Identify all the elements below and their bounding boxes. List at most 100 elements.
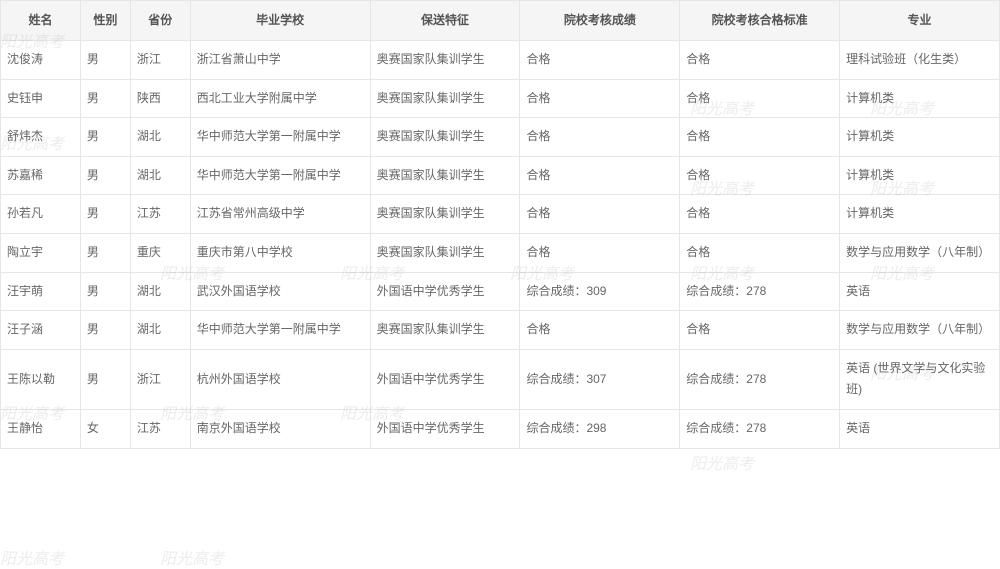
cell-feature: 外国语中学优秀学生 bbox=[370, 349, 520, 409]
cell-major: 计算机类 bbox=[840, 195, 1000, 234]
col-header-major: 专业 bbox=[840, 1, 1000, 41]
cell-major: 英语 bbox=[840, 272, 1000, 311]
cell-name: 汪子涵 bbox=[1, 311, 81, 350]
cell-name: 陶立宇 bbox=[1, 233, 81, 272]
cell-school: 浙江省萧山中学 bbox=[190, 41, 370, 80]
cell-major: 理科试验班（化生类） bbox=[840, 41, 1000, 80]
cell-province: 浙江 bbox=[130, 349, 190, 409]
cell-gender: 男 bbox=[80, 349, 130, 409]
cell-gender: 女 bbox=[80, 409, 130, 448]
table-row: 汪子涵男湖北华中师范大学第一附属中学奥赛国家队集训学生合格合格数学与应用数学（八… bbox=[1, 311, 1000, 350]
col-header-name: 姓名 bbox=[1, 1, 81, 41]
cell-province: 重庆 bbox=[130, 233, 190, 272]
table-row: 孙若凡男江苏江苏省常州高级中学奥赛国家队集训学生合格合格计算机类 bbox=[1, 195, 1000, 234]
table-row: 王静怡女江苏南京外国语学校外国语中学优秀学生综合成绩：298综合成绩：278英语 bbox=[1, 409, 1000, 448]
cell-school: 武汉外国语学校 bbox=[190, 272, 370, 311]
cell-feature: 奥赛国家队集训学生 bbox=[370, 233, 520, 272]
cell-standard: 合格 bbox=[680, 156, 840, 195]
cell-major: 计算机类 bbox=[840, 156, 1000, 195]
table-row: 苏嘉稀男湖北华中师范大学第一附属中学奥赛国家队集训学生合格合格计算机类 bbox=[1, 156, 1000, 195]
cell-gender: 男 bbox=[80, 118, 130, 157]
cell-gender: 男 bbox=[80, 156, 130, 195]
cell-school: 江苏省常州高级中学 bbox=[190, 195, 370, 234]
cell-school: 杭州外国语学校 bbox=[190, 349, 370, 409]
cell-major: 数学与应用数学（八年制） bbox=[840, 233, 1000, 272]
table-row: 陶立宇男重庆重庆市第八中学校奥赛国家队集训学生合格合格数学与应用数学（八年制） bbox=[1, 233, 1000, 272]
cell-school: 南京外国语学校 bbox=[190, 409, 370, 448]
cell-score: 合格 bbox=[520, 41, 680, 80]
cell-major: 英语 bbox=[840, 409, 1000, 448]
cell-gender: 男 bbox=[80, 233, 130, 272]
cell-name: 王静怡 bbox=[1, 409, 81, 448]
cell-province: 湖北 bbox=[130, 272, 190, 311]
col-header-standard: 院校考核合格标准 bbox=[680, 1, 840, 41]
table-row: 汪宇萌男湖北武汉外国语学校外国语中学优秀学生综合成绩：309综合成绩：278英语 bbox=[1, 272, 1000, 311]
col-header-score: 院校考核成绩 bbox=[520, 1, 680, 41]
col-header-province: 省份 bbox=[130, 1, 190, 41]
cell-standard: 合格 bbox=[680, 195, 840, 234]
table-row: 舒炜杰男湖北华中师范大学第一附属中学奥赛国家队集训学生合格合格计算机类 bbox=[1, 118, 1000, 157]
cell-score: 合格 bbox=[520, 195, 680, 234]
col-header-school: 毕业学校 bbox=[190, 1, 370, 41]
cell-score: 合格 bbox=[520, 233, 680, 272]
cell-standard: 综合成绩：278 bbox=[680, 409, 840, 448]
table-row: 沈俊涛男浙江浙江省萧山中学奥赛国家队集训学生合格合格理科试验班（化生类） bbox=[1, 41, 1000, 80]
cell-name: 孙若凡 bbox=[1, 195, 81, 234]
cell-gender: 男 bbox=[80, 195, 130, 234]
table-row: 王陈以勒男浙江杭州外国语学校外国语中学优秀学生综合成绩：307综合成绩：278英… bbox=[1, 349, 1000, 409]
cell-standard: 综合成绩：278 bbox=[680, 272, 840, 311]
cell-school: 重庆市第八中学校 bbox=[190, 233, 370, 272]
cell-province: 湖北 bbox=[130, 311, 190, 350]
cell-score: 合格 bbox=[520, 118, 680, 157]
cell-name: 苏嘉稀 bbox=[1, 156, 81, 195]
students-table: 姓名性别省份毕业学校保送特征院校考核成绩院校考核合格标准专业 沈俊涛男浙江浙江省… bbox=[0, 0, 1000, 449]
cell-feature: 奥赛国家队集训学生 bbox=[370, 156, 520, 195]
cell-feature: 奥赛国家队集训学生 bbox=[370, 195, 520, 234]
watermark-text: 阳光高考 bbox=[0, 545, 64, 569]
cell-standard: 合格 bbox=[680, 118, 840, 157]
cell-feature: 外国语中学优秀学生 bbox=[370, 409, 520, 448]
cell-school: 华中师范大学第一附属中学 bbox=[190, 156, 370, 195]
cell-name: 史钰申 bbox=[1, 79, 81, 118]
cell-name: 舒炜杰 bbox=[1, 118, 81, 157]
cell-name: 王陈以勒 bbox=[1, 349, 81, 409]
cell-major: 英语 (世界文学与文化实验班) bbox=[840, 349, 1000, 409]
cell-score: 合格 bbox=[520, 311, 680, 350]
cell-province: 江苏 bbox=[130, 409, 190, 448]
cell-gender: 男 bbox=[80, 272, 130, 311]
cell-score: 合格 bbox=[520, 156, 680, 195]
cell-name: 沈俊涛 bbox=[1, 41, 81, 80]
cell-school: 华中师范大学第一附属中学 bbox=[190, 311, 370, 350]
col-header-gender: 性别 bbox=[80, 1, 130, 41]
cell-standard: 合格 bbox=[680, 311, 840, 350]
cell-gender: 男 bbox=[80, 41, 130, 80]
cell-major: 计算机类 bbox=[840, 118, 1000, 157]
cell-standard: 合格 bbox=[680, 233, 840, 272]
cell-province: 江苏 bbox=[130, 195, 190, 234]
cell-province: 浙江 bbox=[130, 41, 190, 80]
cell-score: 综合成绩：307 bbox=[520, 349, 680, 409]
cell-score: 综合成绩：309 bbox=[520, 272, 680, 311]
cell-major: 数学与应用数学（八年制） bbox=[840, 311, 1000, 350]
cell-feature: 奥赛国家队集训学生 bbox=[370, 41, 520, 80]
cell-standard: 合格 bbox=[680, 41, 840, 80]
header-row: 姓名性别省份毕业学校保送特征院校考核成绩院校考核合格标准专业 bbox=[1, 1, 1000, 41]
cell-school: 西北工业大学附属中学 bbox=[190, 79, 370, 118]
table-row: 史钰申男陕西西北工业大学附属中学奥赛国家队集训学生合格合格计算机类 bbox=[1, 79, 1000, 118]
watermark-text: 阳光高考 bbox=[690, 450, 754, 474]
cell-school: 华中师范大学第一附属中学 bbox=[190, 118, 370, 157]
cell-gender: 男 bbox=[80, 79, 130, 118]
cell-standard: 综合成绩：278 bbox=[680, 349, 840, 409]
cell-province: 陕西 bbox=[130, 79, 190, 118]
cell-score: 综合成绩：298 bbox=[520, 409, 680, 448]
cell-province: 湖北 bbox=[130, 118, 190, 157]
cell-feature: 奥赛国家队集训学生 bbox=[370, 311, 520, 350]
table-head: 姓名性别省份毕业学校保送特征院校考核成绩院校考核合格标准专业 bbox=[1, 1, 1000, 41]
watermark-text: 阳光高考 bbox=[160, 545, 224, 569]
cell-name: 汪宇萌 bbox=[1, 272, 81, 311]
cell-score: 合格 bbox=[520, 79, 680, 118]
col-header-feature: 保送特征 bbox=[370, 1, 520, 41]
cell-major: 计算机类 bbox=[840, 79, 1000, 118]
cell-gender: 男 bbox=[80, 311, 130, 350]
cell-feature: 奥赛国家队集训学生 bbox=[370, 118, 520, 157]
